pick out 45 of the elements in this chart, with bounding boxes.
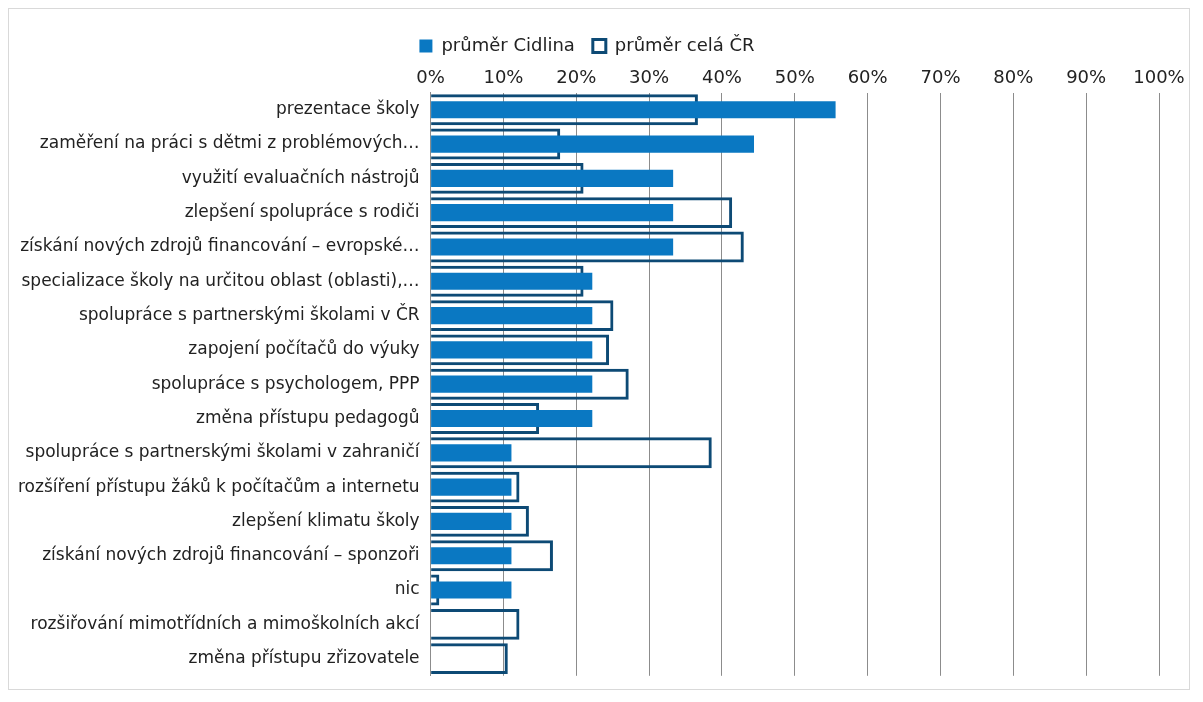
y-tick-label: spolupráce s partnerskými školami v zahraničí [25, 441, 421, 462]
y-tick-label: spolupráce s partnerskými školami v ČR [78, 303, 420, 325]
bar [431, 101, 836, 119]
x-tick-label: 0% [416, 66, 445, 88]
bar [431, 238, 674, 256]
bar [431, 375, 593, 393]
bar [431, 547, 512, 565]
x-tick-label: 60% [847, 66, 888, 88]
legend-label: průměr Cidlina [441, 33, 575, 55]
bar [431, 512, 512, 530]
y-tick-label: spolupráce s psychologem, PPP [151, 372, 420, 393]
bar [431, 444, 512, 462]
y-tick-label: využití evaluačních nástrojů [181, 166, 420, 187]
y-tick-label: zlepšení klimatu školy [232, 509, 420, 530]
bar [431, 409, 593, 428]
y-tick-label: rozšiřování mimotřídních a mimoškolních akcí [30, 612, 421, 633]
x-tick-label: 80% [993, 66, 1034, 88]
bar [431, 272, 593, 290]
x-tick-label: 100% [1133, 66, 1185, 88]
y-tick-label: specializace školy na určitou oblast (oblasti),… [21, 269, 420, 290]
y-tick-label: nic [394, 578, 420, 599]
x-tick-label: 40% [701, 66, 742, 88]
y-tick-label: zaměření na práci s dětmi z problémových… [39, 132, 420, 153]
y-tick-label: prezentace školy [275, 98, 420, 119]
y-tick-label: změna přístupu zřizovatele [188, 647, 420, 668]
x-tick-label: 70% [920, 66, 961, 88]
bar [431, 169, 674, 187]
y-tick-label: získání nových zdrojů financování – evropské… [20, 235, 420, 256]
y-tick-label: zapojení počítačů do výuky [188, 338, 420, 359]
x-tick-label: 10% [483, 66, 524, 88]
bar [431, 581, 512, 599]
x-tick-label: 50% [774, 66, 815, 88]
y-tick-label: rozšíření přístupu žáků k počítačům a internetu [18, 475, 420, 496]
x-tick-label: 90% [1066, 66, 1107, 88]
x-tick-label: 20% [556, 66, 597, 88]
bar [431, 204, 674, 222]
y-tick-label: zlepšení spolupráce s rodiči [184, 201, 420, 222]
y-tick-label: změna přístupu pedagogů [196, 406, 420, 427]
legend-label: průměr celá ČR [614, 33, 755, 55]
bar [431, 478, 512, 496]
x-tick-label: 30% [629, 66, 670, 88]
bar [431, 341, 593, 359]
bar [431, 135, 755, 153]
bar [431, 307, 593, 325]
y-tick-label: získání nových zdrojů financování – sponzoři [42, 544, 420, 565]
